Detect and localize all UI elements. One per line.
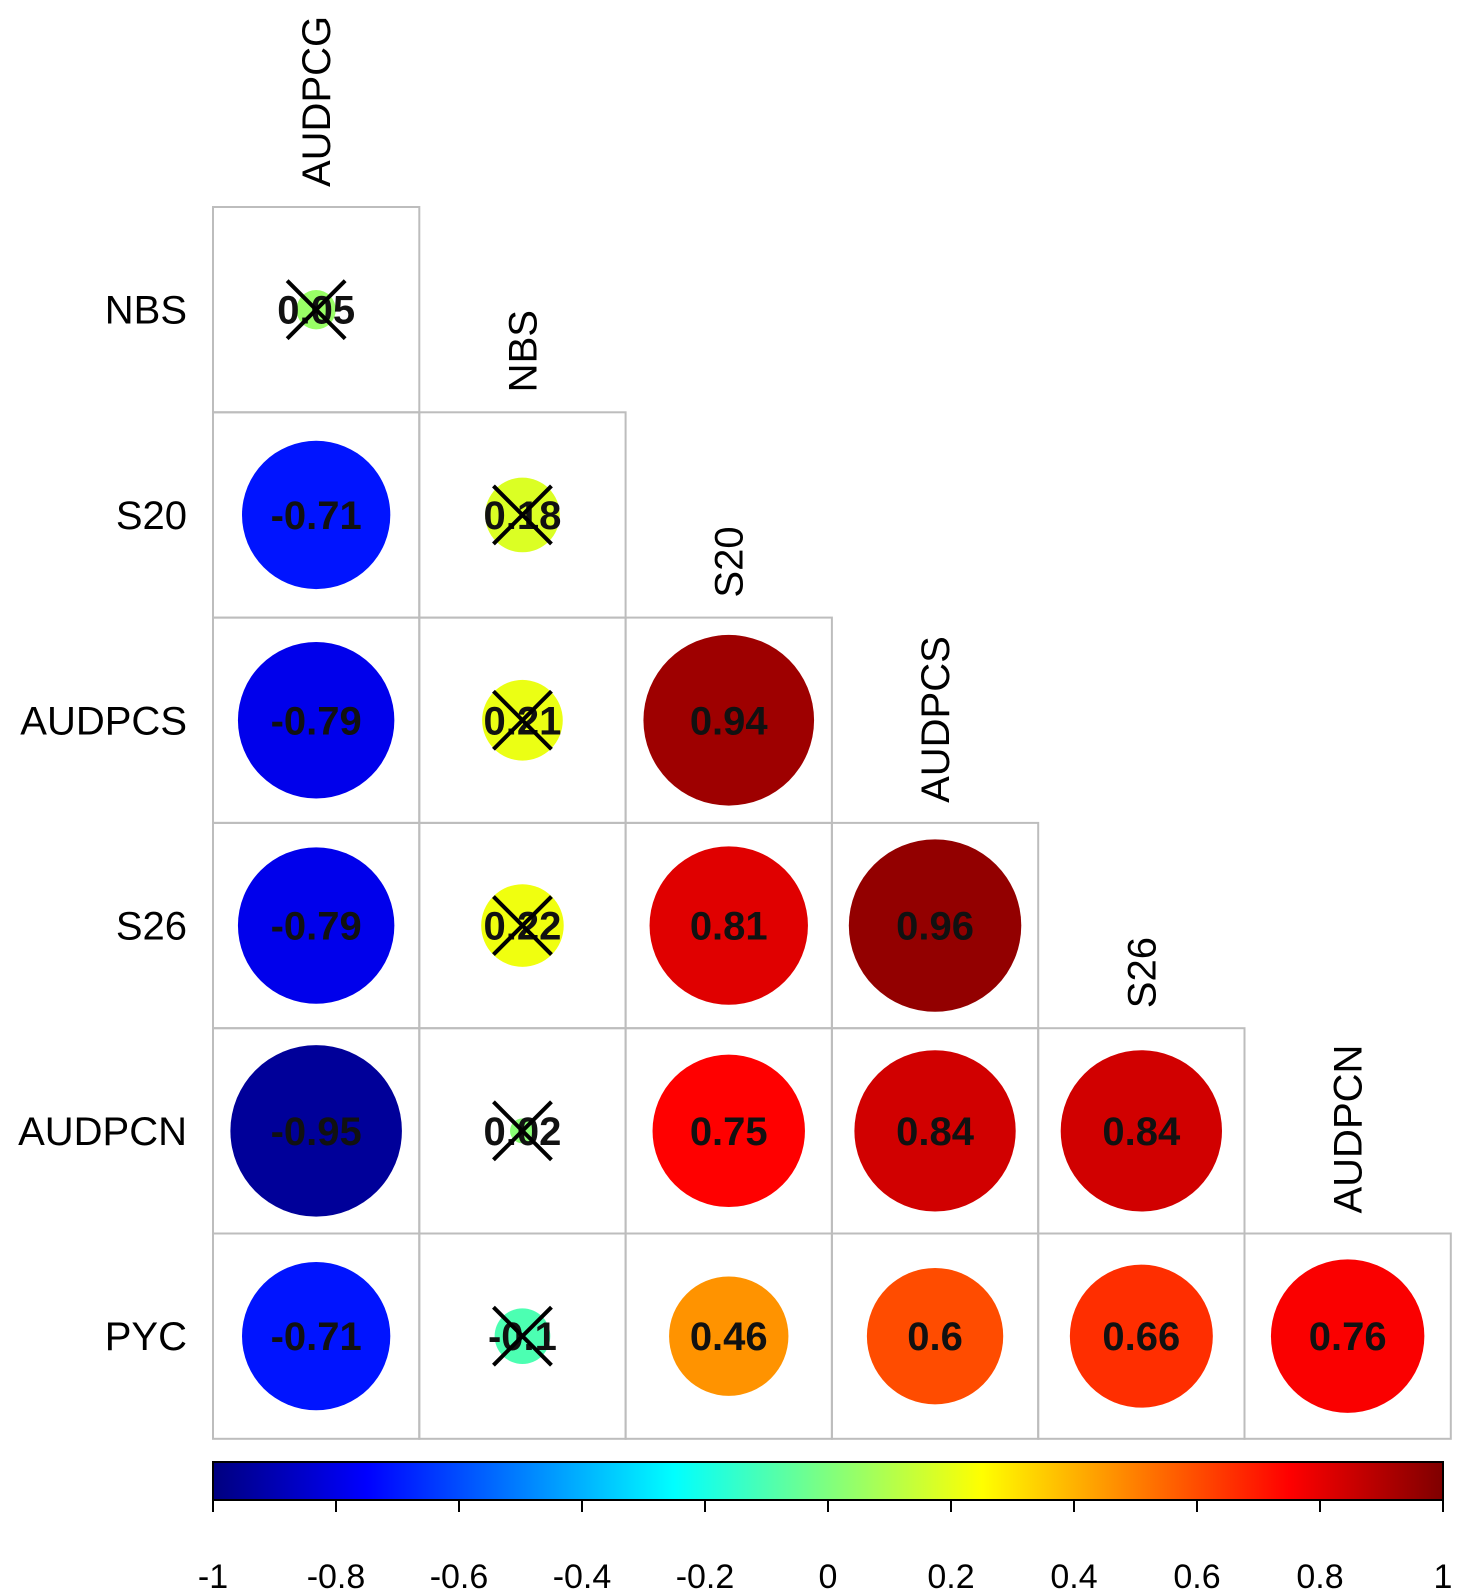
correlation-value-label: 0.94: [690, 699, 769, 743]
correlation-circle: [1069, 1264, 1213, 1408]
column-label: AUDPCS: [914, 636, 958, 803]
correlation-circle: [854, 1050, 1016, 1212]
colorbar-tick-label: -0.6: [430, 1558, 489, 1592]
nonsignificant-cross: [492, 689, 553, 751]
colorbar-tick-label: -1: [198, 1558, 228, 1592]
correlation-value-label: -0.95: [271, 1110, 362, 1154]
correlation-value-label: -0.79: [271, 699, 362, 743]
column-label: NBS: [501, 310, 545, 392]
correlation-value-label: 0.84: [1102, 1110, 1181, 1154]
correlation-value-label: 0.81: [690, 905, 768, 949]
correlation-value-label: 0.75: [690, 1110, 768, 1154]
correlation-circle: [669, 1276, 789, 1396]
colorbar-tick-label: -0.4: [553, 1558, 612, 1592]
row-label: AUDPCN: [18, 1110, 187, 1154]
correlation-value-label: 0.46: [690, 1315, 768, 1359]
correlation-circle: [866, 1267, 1004, 1405]
correlation-circle: [848, 839, 1022, 1012]
colorbar-tick-label: -0.2: [676, 1558, 735, 1592]
nonsignificant-cross: [492, 484, 553, 546]
correlation-circle: [1060, 1050, 1223, 1212]
correlation-value-label: -0.71: [271, 494, 362, 538]
correlation-circle: [652, 1054, 805, 1208]
nonsignificant-cross: [285, 279, 347, 341]
row-label: NBS: [105, 289, 187, 333]
correlation-circle: [241, 1261, 391, 1411]
colorbar-tick-label: 0.6: [1173, 1558, 1220, 1592]
correlation-circle: [237, 847, 395, 1004]
correlation-circle: [237, 642, 395, 799]
correlation-value-label: 0.84: [896, 1110, 975, 1154]
colorbar-tick-label: -0.8: [307, 1558, 366, 1592]
nonsignificant-cross: [492, 1305, 553, 1367]
colorbar: [212, 1461, 1444, 1501]
row-label: PYC: [105, 1315, 187, 1359]
correlation-value-label: 0.6: [907, 1315, 963, 1359]
nonsignificant-cross: [492, 1100, 553, 1162]
row-label: S26: [116, 905, 187, 949]
correlation-circle: [1270, 1259, 1425, 1413]
colorbar-tick-label: 0.4: [1050, 1558, 1097, 1592]
correlation-circle: [241, 440, 391, 590]
colorbar-tick-label: 0.8: [1296, 1558, 1343, 1592]
correlation-value-label: 0.96: [896, 905, 974, 949]
colorbar-tick-label: 0.2: [927, 1558, 974, 1592]
column-label: S26: [1120, 937, 1164, 1008]
correlation-value-label: -0.79: [271, 905, 362, 949]
row-label: AUDPCS: [20, 699, 187, 743]
nonsignificant-cross: [492, 895, 553, 956]
correlation-value-label: 0.66: [1102, 1315, 1180, 1359]
column-label: AUDPCG: [295, 16, 339, 187]
row-label: S20: [116, 494, 187, 538]
column-label: AUDPCN: [1327, 1045, 1371, 1214]
correlation-circle: [230, 1045, 402, 1217]
correlation-circle: [649, 846, 808, 1005]
grid-cell: [1243, 1232, 1452, 1440]
correlation-circle: [643, 634, 815, 806]
colorbar-tick-label: 0: [819, 1558, 838, 1592]
column-label: S20: [708, 526, 752, 597]
correlation-value-label: 0.76: [1309, 1315, 1387, 1359]
correlation-value-label: -0.71: [271, 1315, 362, 1359]
colorbar-tick-label: 1: [1434, 1558, 1453, 1592]
